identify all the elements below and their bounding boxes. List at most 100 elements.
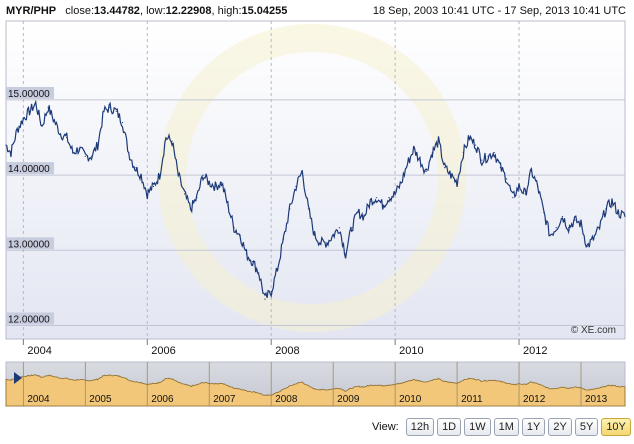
range-navigator[interactable]: 2004 2005 2006 2007 2008 2009 2010 2011 2012 2013	[5, 361, 626, 407]
xe-watermark: © XE.com	[571, 325, 616, 336]
data-point	[16, 129, 18, 131]
navigator-year-label: 2011	[461, 394, 483, 405]
data-point	[413, 148, 415, 150]
data-point	[121, 121, 124, 124]
data-point	[431, 151, 433, 154]
data-point	[549, 234, 551, 236]
range-2y-button[interactable]: 2Y	[548, 418, 572, 436]
y-tick-label: 13.00000	[8, 239, 50, 250]
data-point	[227, 204, 229, 206]
navigator-year-label: 2012	[523, 394, 546, 405]
range-5y-button[interactable]: 5Y	[574, 418, 599, 436]
data-point	[115, 110, 117, 112]
data-point	[468, 136, 471, 139]
data-point	[512, 197, 514, 199]
navigator-year-label: 2004	[27, 394, 50, 405]
data-point	[369, 200, 371, 203]
data-point	[276, 268, 278, 270]
data-point	[171, 140, 173, 142]
data-point	[394, 193, 396, 195]
data-point	[146, 193, 148, 195]
data-point	[47, 106, 49, 109]
grid-lines	[6, 21, 625, 339]
data-point	[611, 200, 613, 203]
y-tick-label: 14.00000	[8, 164, 50, 175]
data-point	[580, 223, 582, 225]
range-10y-button[interactable]: 10Y	[601, 418, 631, 436]
date-range: 18 Sep, 2003 10:41 UTC - 17 Sep, 2013 10…	[372, 5, 626, 17]
data-point	[165, 136, 167, 139]
data-point	[134, 166, 136, 169]
data-point	[518, 185, 520, 187]
data-point	[66, 136, 68, 139]
high-value: 15.04255	[241, 5, 288, 17]
data-point	[406, 163, 409, 165]
range-1w-button[interactable]: 1W	[464, 418, 491, 436]
data-point	[320, 242, 322, 244]
data-point	[338, 227, 340, 229]
data-point	[214, 185, 217, 187]
data-point	[357, 212, 359, 214]
close-label: close:	[65, 5, 95, 17]
data-point	[289, 208, 291, 210]
data-point	[598, 227, 601, 229]
data-point	[363, 215, 365, 218]
data-point	[22, 118, 24, 120]
data-point	[295, 185, 297, 187]
data-point	[499, 166, 502, 169]
data-point	[487, 155, 489, 157]
series-line	[5, 99, 626, 299]
y-tick-label-box	[6, 312, 54, 325]
data-point	[97, 144, 99, 146]
navigator-handle-icon[interactable]	[14, 372, 22, 384]
data-point	[493, 151, 495, 154]
data-point	[592, 238, 594, 240]
x-tick-label: 2012	[523, 345, 547, 357]
range-1y-button[interactable]: 1Y	[521, 418, 546, 436]
data-point	[245, 253, 248, 255]
y-tick-label-box	[6, 86, 54, 99]
data-point	[388, 197, 390, 199]
navigator-year-label: 2005	[89, 394, 112, 405]
range-1d-button[interactable]: 1D	[437, 418, 462, 436]
data-point	[258, 272, 260, 274]
data-point	[177, 174, 179, 176]
data-point	[159, 174, 161, 176]
data-point	[586, 245, 588, 248]
data-point	[605, 208, 607, 210]
data-point	[450, 174, 452, 176]
data-point	[313, 234, 316, 236]
data-point	[617, 212, 619, 214]
x-axis: 2004 2006 2008 2010 2012	[22, 339, 548, 357]
data-point	[282, 238, 285, 240]
data-point	[28, 110, 31, 112]
data-point	[624, 215, 626, 218]
data-point	[524, 193, 526, 195]
navigator-year-labels: 2004 2005 2006 2007 2008 2009 2010 2011 2012 2013	[22, 362, 608, 406]
x-tick-label: 2008	[275, 345, 299, 357]
data-point	[35, 103, 37, 105]
data-point	[202, 174, 204, 176]
x-tick-label: 2010	[399, 345, 423, 357]
y-tick-label: 12.00000	[8, 314, 50, 325]
navigator-year-label: 2013	[585, 394, 608, 405]
data-point	[53, 120, 55, 122]
y-tick-label-box	[6, 162, 54, 175]
data-point	[375, 197, 378, 199]
data-point	[456, 182, 458, 184]
range-1m-button[interactable]: 1M	[493, 418, 519, 436]
data-point	[252, 260, 254, 263]
data-point	[72, 151, 74, 154]
data-point	[400, 182, 402, 184]
data-point	[5, 144, 7, 146]
data-point	[555, 227, 557, 229]
data-point	[140, 174, 142, 176]
data-point	[481, 159, 483, 161]
chart-header: MYR/PHP close:13.44782, low:12.22908, hi…	[6, 5, 626, 19]
close-value: 13.44782	[94, 5, 140, 17]
data-point	[41, 125, 43, 127]
data-point	[561, 215, 564, 218]
data-point	[437, 140, 440, 142]
data-point	[128, 151, 130, 154]
range-12h-button[interactable]: 12h	[405, 418, 435, 436]
